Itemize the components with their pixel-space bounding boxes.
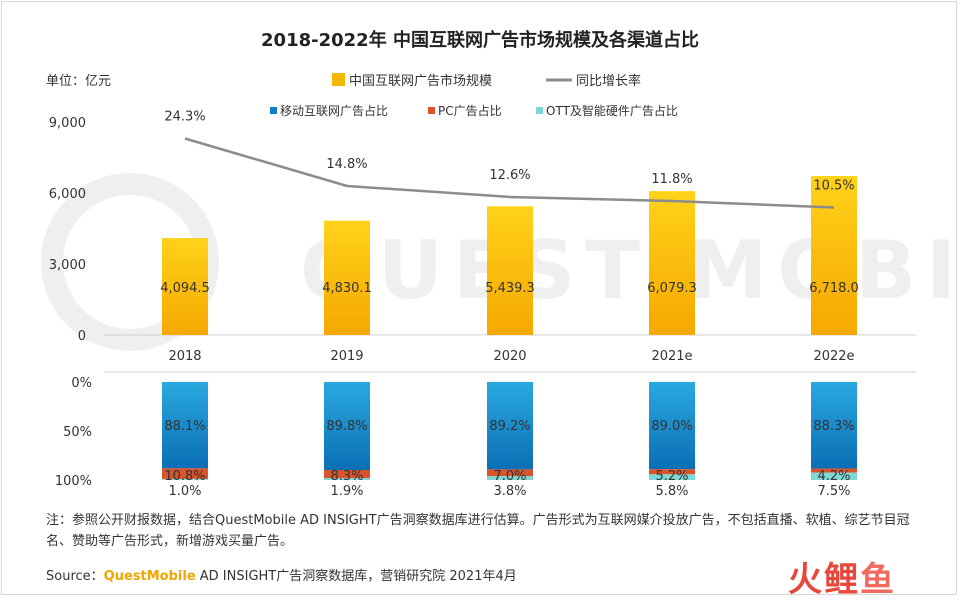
mobile-share-label: 88.1% xyxy=(164,419,205,434)
mobile-share-segment xyxy=(487,382,533,470)
legend-swatch-ott xyxy=(536,107,543,114)
growth-rate-line xyxy=(184,137,835,209)
pc-share-label: 5.2% xyxy=(655,469,688,484)
ott-share-label: 7.5% xyxy=(817,484,850,499)
market-size-bar xyxy=(487,206,533,335)
ott-share-label: 5.8% xyxy=(655,484,688,499)
market-size-label: 4,830.1 xyxy=(322,281,372,296)
mobile-share-segment xyxy=(811,382,857,469)
share-y-tick-label: 50% xyxy=(63,425,92,440)
unit-label: 单位：亿元 xyxy=(46,74,111,89)
legend-label-mobile: 移动互联网广告占比 xyxy=(280,103,388,118)
top-y-axis: 9,000 6,000 3,000 0 xyxy=(49,116,86,344)
growth-rate-label: 11.8% xyxy=(651,172,692,187)
pc-share-label: 4.2% xyxy=(817,469,850,484)
logo-char-1: 火 xyxy=(788,560,824,600)
legend-label-ott: OTT及智能硬件广告占比 xyxy=(546,103,678,118)
mobile-share-label: 89.2% xyxy=(489,419,530,434)
footnote: 注：参照公开财报数据，结合QuestMobile AD INSIGHT广告洞察数… xyxy=(46,513,910,549)
share-labels: 88.1% 10.8%1.0% 89.8% 8.3%1.9% 89.2% 7.0%3.8%… xyxy=(164,419,854,499)
share-y-axis: 0% 50% 100% xyxy=(55,376,92,489)
chart-title: 2018-2022年 中国互联网广告市场规模及各渠道占比 xyxy=(261,29,699,51)
market-size-bar xyxy=(811,176,857,335)
ott-share-segment xyxy=(811,472,857,480)
source-line: Source：QuestMobile AD INSIGHT广告洞察数据库，营销研… xyxy=(46,565,517,584)
top-y-tick-label: 6,000 xyxy=(49,187,86,202)
legend-swatch-pc xyxy=(428,107,435,114)
logo-char-3: 鱼 xyxy=(860,560,896,600)
pc-share-label: 10.8% xyxy=(164,469,205,484)
pc-share-segment xyxy=(649,469,695,475)
market-size-label: 6,079.3 xyxy=(647,281,697,296)
source-brand: QuestMobile xyxy=(103,569,196,584)
growth-rate-label: 12.6% xyxy=(489,168,530,183)
market-size-bar xyxy=(162,238,208,335)
top-y-tick-label: 9,000 xyxy=(49,116,86,131)
ott-share-label: 1.0% xyxy=(168,484,201,499)
logo: 火鲤鱼 xyxy=(788,552,896,601)
market-size-label: 6,718.0 xyxy=(809,281,859,296)
pc-share-label: 8.3% xyxy=(330,469,363,484)
mobile-share-segment xyxy=(324,382,370,471)
share-y-tick-label: 100% xyxy=(55,474,92,489)
top-y-tick-label: 3,000 xyxy=(49,258,86,273)
x-axis-labels: 2018 2019 2020 2021e 2022e xyxy=(168,349,854,364)
ott-share-segment xyxy=(649,474,695,480)
legend-label-pc: PC广告占比 xyxy=(438,103,502,118)
watermark-text: QUEST MOBILE xyxy=(300,224,960,317)
x-axis-label: 2022e xyxy=(813,349,854,364)
pc-share-segment xyxy=(811,468,857,473)
growth-rate-label: 14.8% xyxy=(326,157,367,172)
ott-share-segment xyxy=(162,478,208,480)
pc-share-label: 7.0% xyxy=(493,469,526,484)
source-rest: AD INSIGHT广告洞察数据库，营销研究院 2021年4月 xyxy=(195,569,517,584)
mobile-share-segment xyxy=(162,382,208,469)
growth-rate-label: 24.3% xyxy=(164,110,205,125)
mobile-share-label: 88.3% xyxy=(813,419,854,434)
ott-share-segment xyxy=(324,478,370,480)
ott-share-label: 1.9% xyxy=(330,484,363,499)
market-size-bar xyxy=(324,220,370,335)
legend-bottom: 移动互联网广告占比 PC广告占比 OTT及智能硬件广告占比 xyxy=(270,103,678,118)
pc-share-segment xyxy=(162,468,208,479)
legend-top: 中国互联网广告市场规模 同比增长率 xyxy=(332,73,641,89)
legend-label-market-size: 中国互联网广告市场规模 xyxy=(349,73,492,89)
growth-rate-label: 10.5% xyxy=(813,179,854,194)
market-size-label: 5,439.3 xyxy=(485,281,535,296)
market-size-labels: 4,094.5 4,830.1 5,439.3 6,079.3 6,718.0 xyxy=(160,281,859,296)
x-axis-label: 2020 xyxy=(493,349,526,364)
legend-label-growth: 同比增长率 xyxy=(576,73,641,89)
legend-swatch-mobile xyxy=(270,107,277,114)
market-size-bar xyxy=(649,191,695,335)
market-size-label: 4,094.5 xyxy=(160,281,210,296)
pc-share-segment xyxy=(487,469,533,477)
ott-share-segment xyxy=(487,476,533,480)
legend-swatch-market-size xyxy=(332,73,345,86)
share-y-tick-label: 0% xyxy=(71,376,92,391)
ott-share-label: 3.8% xyxy=(493,484,526,499)
x-axis-label: 2018 xyxy=(168,349,201,364)
chart: QUEST MOBILE 2018-2022年 中国互联网广告市场规模及各渠道占… xyxy=(41,29,960,499)
pc-share-segment xyxy=(324,470,370,479)
x-axis-label: 2019 xyxy=(330,349,363,364)
growth-rate-labels: 24.3% 14.8% 12.6% 11.8% 10.5% xyxy=(164,110,854,194)
share-bars xyxy=(162,382,857,480)
mobile-share-label: 89.8% xyxy=(326,419,367,434)
logo-char-2: 鲤 xyxy=(824,560,860,600)
top-y-tick-label: 0 xyxy=(78,329,86,344)
growth-rate-polyline xyxy=(184,137,835,209)
market-size-bars xyxy=(162,176,857,335)
mobile-share-segment xyxy=(649,382,695,470)
source-prefix: Source： xyxy=(46,569,104,584)
x-axis-label: 2021e xyxy=(651,349,692,364)
mobile-share-label: 89.0% xyxy=(651,419,692,434)
